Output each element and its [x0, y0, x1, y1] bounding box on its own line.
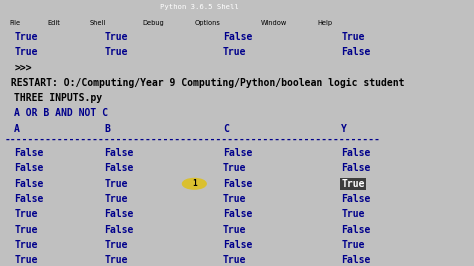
Text: False: False: [104, 148, 134, 158]
Text: False: False: [104, 225, 134, 235]
Text: True: True: [14, 47, 38, 57]
Text: True: True: [14, 225, 38, 235]
Text: True: True: [104, 255, 128, 265]
Text: True: True: [341, 240, 365, 250]
Text: False: False: [223, 32, 252, 42]
Text: False: False: [223, 179, 252, 189]
Text: False: False: [341, 47, 371, 57]
Text: 1: 1: [192, 179, 197, 188]
Text: True: True: [341, 179, 365, 189]
Text: >>>: >>>: [14, 62, 32, 72]
Text: False: False: [341, 255, 371, 265]
Text: A: A: [14, 124, 20, 134]
Text: Help: Help: [318, 20, 333, 26]
Text: True: True: [341, 32, 365, 42]
Text: C: C: [223, 124, 228, 134]
Text: True: True: [14, 255, 38, 265]
Text: False: False: [223, 209, 252, 219]
Text: False: False: [104, 164, 134, 173]
Text: File: File: [9, 20, 20, 26]
Text: False: False: [14, 164, 44, 173]
Text: Python 3.6.5 Shell: Python 3.6.5 Shell: [160, 5, 238, 10]
Text: RESTART: O:/Computing/Year 9 Computing/Python/boolean logic student: RESTART: O:/Computing/Year 9 Computing/P…: [5, 78, 404, 88]
Text: False: False: [341, 148, 371, 158]
Text: ----------------------------------------------------------------: ----------------------------------------…: [5, 135, 381, 145]
Text: True: True: [14, 32, 38, 42]
Text: True: True: [104, 32, 128, 42]
Circle shape: [182, 178, 206, 189]
Text: True: True: [104, 47, 128, 57]
Text: True: True: [223, 47, 246, 57]
Text: True: True: [14, 209, 38, 219]
Text: False: False: [14, 194, 44, 204]
Text: False: False: [104, 209, 134, 219]
Text: THREE INPUTS.py: THREE INPUTS.py: [14, 93, 102, 103]
Text: True: True: [223, 194, 246, 204]
Text: True: True: [104, 194, 128, 204]
Text: True: True: [104, 240, 128, 250]
Text: B: B: [104, 124, 110, 134]
Text: False: False: [223, 148, 252, 158]
Text: Debug: Debug: [142, 20, 164, 26]
Text: False: False: [341, 225, 371, 235]
Text: True: True: [223, 225, 246, 235]
Text: Options: Options: [194, 20, 220, 26]
Text: False: False: [223, 240, 252, 250]
Text: False: False: [341, 164, 371, 173]
Text: A OR B AND NOT C: A OR B AND NOT C: [14, 108, 108, 118]
Text: True: True: [223, 255, 246, 265]
Text: True: True: [104, 179, 128, 189]
Text: False: False: [341, 194, 371, 204]
Text: True: True: [223, 164, 246, 173]
Text: Y: Y: [341, 124, 347, 134]
Text: False: False: [14, 148, 44, 158]
Text: False: False: [14, 179, 44, 189]
Text: True: True: [341, 209, 365, 219]
Text: Edit: Edit: [47, 20, 60, 26]
Text: True: True: [14, 240, 38, 250]
Text: Window: Window: [261, 20, 287, 26]
Text: Shell: Shell: [90, 20, 106, 26]
